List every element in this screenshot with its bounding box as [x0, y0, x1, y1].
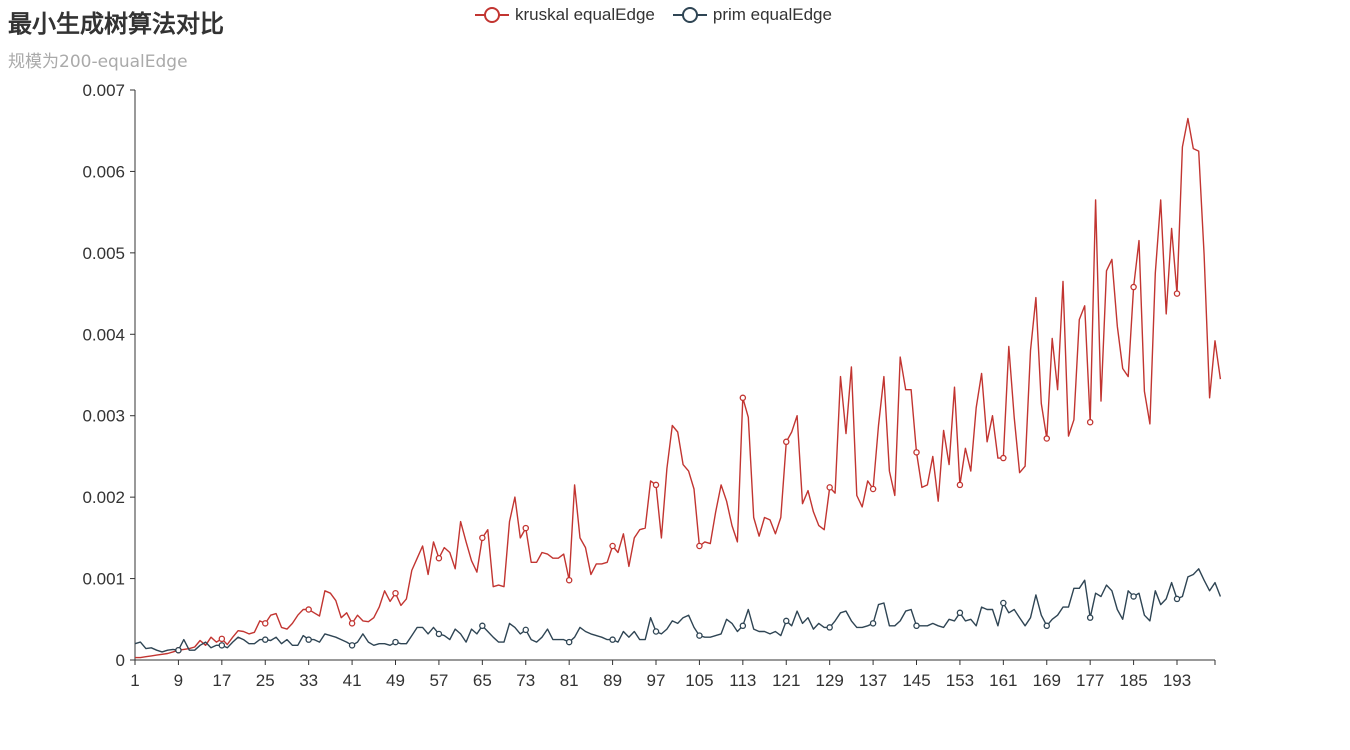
x-tick-label: 113	[729, 671, 756, 690]
data-point-kruskal	[218, 635, 226, 643]
y-tick-label: 0.002	[82, 488, 125, 507]
data-point-kruskal	[262, 620, 269, 627]
data-point-prim	[696, 632, 703, 639]
data-point-kruskal	[869, 485, 877, 493]
x-tick-label: 137	[859, 671, 887, 690]
data-point-prim	[956, 609, 964, 617]
x-tick-label: 57	[429, 671, 448, 690]
data-point-prim	[522, 626, 530, 634]
data-point-prim	[1173, 595, 1181, 603]
x-tick-label: 81	[560, 671, 579, 690]
legend-prim-label: prim equalEdge	[712, 5, 832, 24]
data-point-prim	[869, 620, 877, 627]
x-tick-label: 145	[902, 671, 930, 690]
x-tick-label: 185	[1119, 671, 1147, 690]
data-point-prim	[739, 622, 747, 630]
data-point-kruskal	[522, 524, 530, 532]
data-point-prim	[913, 622, 920, 630]
data-point-kruskal	[652, 481, 660, 489]
chart-title: 最小生成树算法对比	[8, 10, 224, 38]
x-tick-label: 73	[516, 671, 535, 690]
series-line-kruskal	[135, 117, 1222, 659]
x-tick-label: 89	[603, 671, 622, 690]
series-line-prim	[134, 568, 1222, 653]
data-point-prim	[218, 642, 226, 649]
data-point-prim	[348, 642, 356, 649]
x-tick-label: 169	[1033, 671, 1061, 690]
data-point-kruskal	[479, 534, 486, 542]
data-point-prim	[565, 638, 573, 646]
data-point-kruskal	[1043, 435, 1051, 442]
data-point-prim	[392, 638, 399, 646]
data-point-kruskal	[1173, 290, 1181, 297]
x-tick-label: 9	[174, 671, 183, 690]
x-tick-label: 177	[1076, 671, 1104, 690]
x-tick-label: 193	[1163, 671, 1191, 690]
y-tick-label: 0.006	[82, 162, 125, 181]
data-point-kruskal	[739, 394, 747, 402]
data-point-kruskal	[435, 554, 443, 562]
x-tick-label: 129	[815, 671, 843, 690]
x-tick-label: 65	[473, 671, 492, 690]
x-tick-label: 49	[386, 671, 405, 690]
data-point-kruskal	[913, 449, 920, 456]
x-tick-label: 121	[772, 671, 800, 690]
x-tick-label: 25	[256, 671, 275, 690]
data-point-kruskal	[1130, 283, 1137, 291]
data-point-prim	[783, 617, 790, 625]
data-point-kruskal	[956, 481, 964, 489]
data-point-prim	[1086, 614, 1094, 621]
data-point-kruskal	[565, 576, 573, 584]
y-tick-label: 0.004	[82, 325, 125, 344]
chart-subtitle: 规模为200-equalEdge	[8, 52, 188, 72]
data-point-prim	[826, 624, 833, 631]
legend-prim-marker-icon	[672, 7, 707, 23]
x-tick-label: 97	[647, 671, 666, 690]
x-tick-label: 105	[685, 671, 713, 690]
data-point-prim	[175, 646, 182, 654]
data-point-prim	[652, 628, 660, 635]
x-tick-label: 153	[946, 671, 974, 690]
x-tick-label: 161	[989, 671, 1017, 690]
data-point-kruskal	[1000, 454, 1007, 462]
legend-kruskal-label: kruskal equalEdge	[515, 5, 655, 24]
y-tick-label: 0.007	[82, 81, 125, 100]
y-tick-label: 0.003	[82, 407, 125, 426]
x-tick-label: 41	[343, 671, 362, 690]
data-point-kruskal	[609, 542, 616, 550]
data-point-kruskal	[348, 620, 356, 627]
y-tick-label: 0.001	[82, 570, 125, 589]
y-tick-label: 0.005	[82, 244, 125, 263]
data-point-kruskal	[696, 542, 703, 550]
x-tick-label: 17	[212, 671, 231, 690]
legend: kruskal equalEdge prim equalEdge	[475, 5, 832, 25]
data-point-prim	[479, 622, 486, 630]
y-tick-label: 0	[116, 651, 125, 670]
legend-item-prim[interactable]: prim equalEdge	[672, 5, 832, 25]
legend-item-kruskal[interactable]: kruskal equalEdge	[475, 5, 655, 25]
data-point-prim	[262, 636, 269, 643]
data-point-kruskal	[392, 589, 399, 597]
x-tick-label: 33	[299, 671, 318, 690]
data-point-prim	[305, 636, 312, 643]
data-point-prim	[1130, 593, 1137, 600]
data-point-prim	[1000, 599, 1007, 607]
data-point-prim	[609, 636, 616, 643]
data-point-kruskal	[1086, 418, 1094, 426]
data-point-kruskal	[826, 484, 833, 491]
data-point-prim	[1043, 622, 1051, 630]
data-point-prim	[435, 630, 443, 638]
data-point-kruskal	[783, 438, 790, 446]
legend-kruskal-marker-icon	[475, 7, 509, 23]
x-tick-label: 1	[130, 671, 139, 690]
data-point-kruskal	[305, 606, 312, 613]
